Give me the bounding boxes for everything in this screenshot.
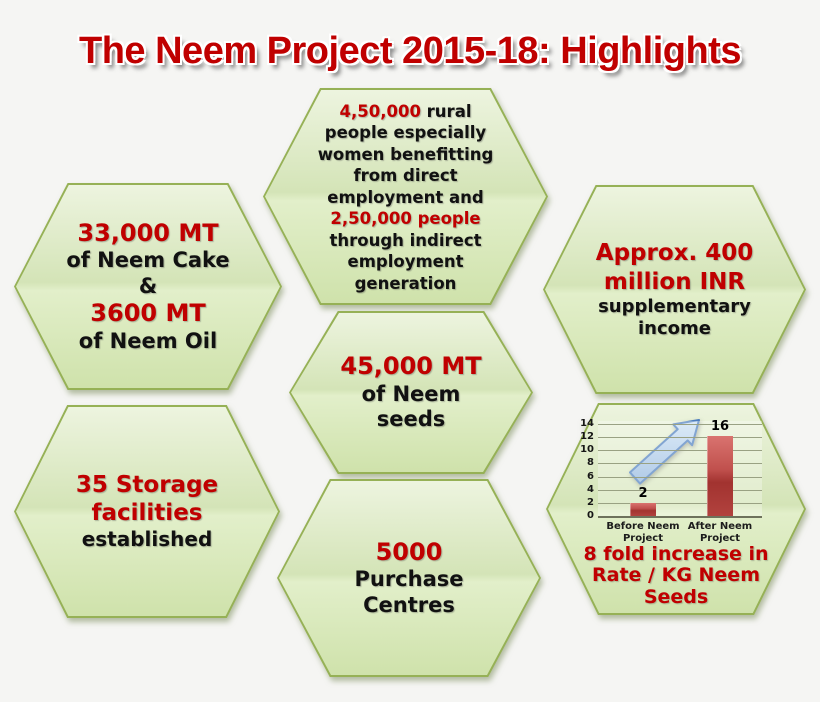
rate-increase-chart: 0 2 4 6 8 10 12 14 2 Before Neem Project 16 After N…	[546, 403, 806, 615]
hexagon-text-line: facilities	[91, 500, 203, 527]
income-text: Approx. 400 million INR supplementary incom…	[543, 185, 806, 394]
gridline	[598, 450, 762, 452]
y-tick-label: 10	[580, 444, 594, 456]
hexagon-purchase-centres: 5000 Purchase Centres	[277, 479, 541, 677]
bar	[630, 502, 656, 516]
bar	[707, 435, 733, 516]
purchase-centres-text: 5000 Purchase Centres	[277, 479, 541, 677]
hexagon-text-line: million INR	[603, 268, 746, 295]
hexagon-text-line: of Neem	[361, 381, 461, 406]
hexagon-rate-increase: 0 2 4 6 8 10 12 14 2 Before Neem Project 16 After N…	[546, 403, 806, 615]
hexagon-text-line: 33,000 MT	[77, 218, 219, 247]
page-title: The Neem Project 2015-18: Highlights	[79, 30, 741, 72]
hexagon-text-line: seeds	[376, 407, 446, 432]
x-category-label: After Neem Project	[687, 521, 753, 544]
hexagon-neem-seeds: 45,000 MT of Neem seeds	[289, 311, 533, 474]
gridline	[598, 502, 762, 504]
hexagon-text-line: from direct	[353, 166, 458, 186]
plot-area	[598, 421, 762, 516]
chart-caption: 8 fold increase in Rate / KG Neem Seeds	[546, 543, 806, 608]
chart-caption-line: Rate / KG Neem	[592, 564, 760, 587]
gridline	[598, 424, 762, 425]
storage-text: 35 Storage facilities established	[14, 405, 280, 618]
neem-cake-oil-text: 33,000 MT of Neem Cake & 3600 MT of Neem Oil	[14, 183, 282, 390]
hexagon-text-line: 5000	[375, 537, 443, 566]
hexagon-text-line: of Neem Oil	[78, 328, 218, 353]
hexagon-text-line: through indirect	[329, 230, 482, 250]
hexagon-storage: 35 Storage facilities established	[14, 405, 280, 618]
hexagon-text-line: Purchase	[354, 567, 464, 592]
hexagon-text-line: supplementary	[598, 296, 751, 318]
increase-arrow-icon	[629, 419, 700, 485]
hexagon-income: Approx. 400 million INR supplementary incom…	[543, 185, 806, 394]
x-axis-line	[598, 516, 762, 518]
hexagon-text-line: 4,50,000 rural	[339, 102, 472, 122]
gridline	[598, 437, 762, 439]
hexagon-text-line: &	[138, 273, 158, 298]
y-tick-label: 0	[587, 510, 594, 521]
y-tick-label: 4	[587, 483, 594, 495]
x-category-label: Before Neem Project	[606, 521, 680, 544]
hexagon-text-line: 2,50,000 people	[330, 209, 481, 229]
hexagon-text-line: employment and	[327, 187, 484, 207]
hexagon-text-line: 45,000 MT	[340, 352, 482, 381]
bar-value-label: 16	[710, 418, 730, 434]
hexagon-text-line: of Neem Cake	[66, 248, 230, 273]
hexagon-text-line: 3600 MT	[90, 299, 206, 328]
hexagon-text-line: people especially	[324, 123, 487, 143]
hexagon-text-line: established	[81, 527, 213, 552]
bar-value-label: 2	[638, 485, 648, 501]
gridline	[598, 476, 762, 478]
neem-seeds-text: 45,000 MT of Neem seeds	[289, 311, 533, 474]
hexagon-text-line: women benefitting	[317, 144, 494, 164]
y-tick-label: 6	[587, 470, 594, 482]
gridline	[598, 489, 762, 491]
hexagon-text-line: Approx. 400	[595, 239, 754, 266]
y-tick-label: 12	[580, 431, 594, 443]
y-tick-label: 2	[587, 496, 594, 508]
chart-caption-line: Seeds	[643, 585, 709, 608]
hexagon-neem-cake-oil: 33,000 MT of Neem Cake & 3600 MT of Neem Oil	[14, 183, 282, 390]
hexagon-text-line: income	[638, 318, 711, 340]
hexagon-text-line: generation	[354, 273, 457, 293]
y-tick-label: 14	[580, 418, 594, 429]
hexagon-text-line: employment	[347, 252, 464, 272]
y-tick-label: 8	[587, 457, 594, 469]
chart-caption-line: 8 fold increase in	[583, 543, 769, 565]
hexagon-text-line: 35 Storage	[75, 472, 219, 499]
gridline	[598, 463, 762, 465]
hexagon-employment: 4,50,000 rural people especially women ben…	[263, 88, 548, 305]
employment-text: 4,50,000 rural people especially women ben…	[263, 88, 548, 305]
hexagon-text-line: Centres	[363, 592, 455, 617]
